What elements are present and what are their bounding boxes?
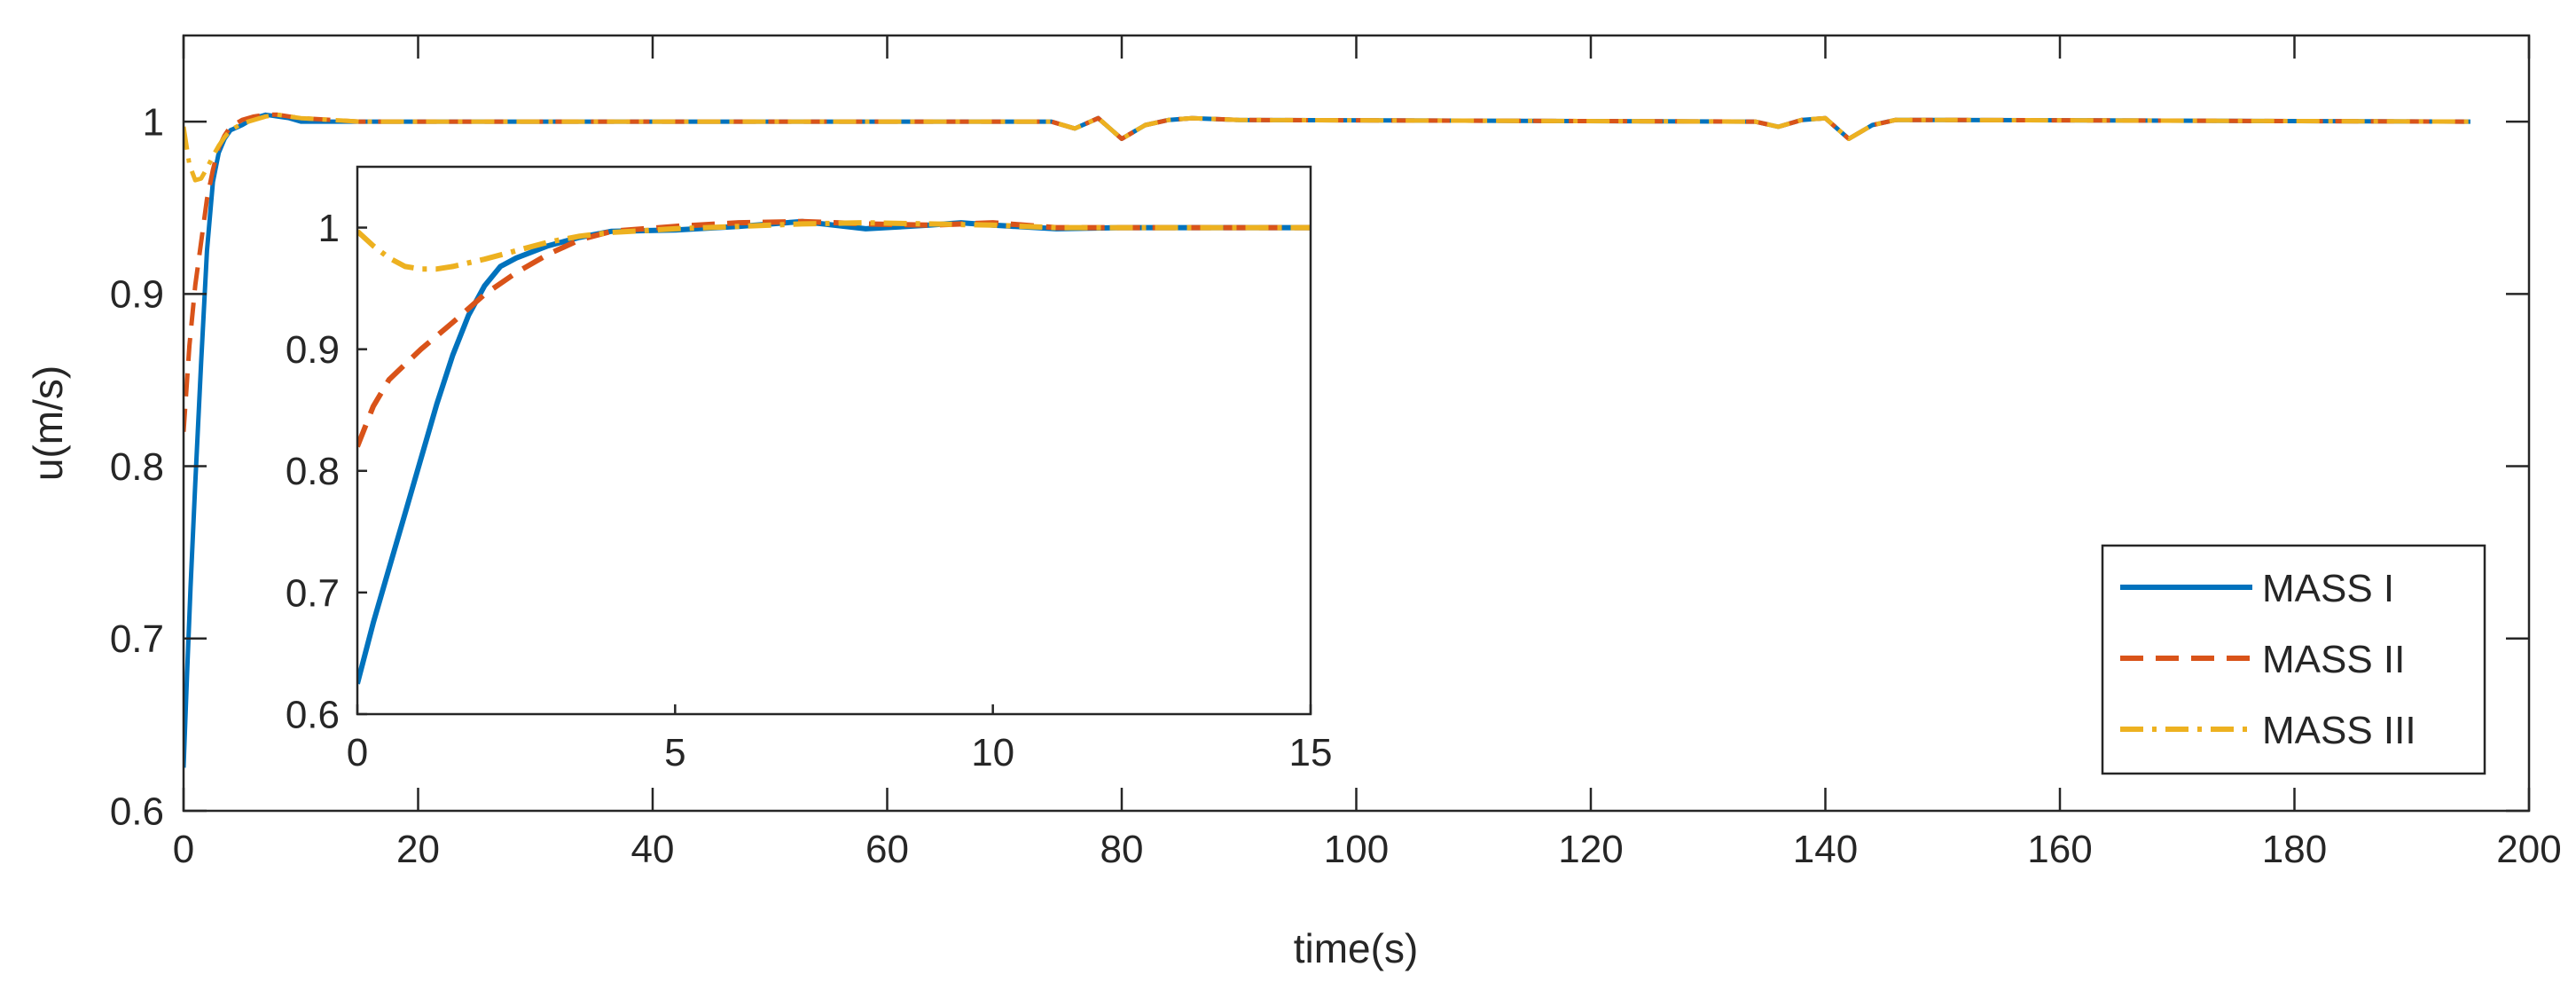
inset-ticks-group: 0 5 10 15 0.6 0.7 0.8 0.9 1 — [286, 207, 1333, 774]
main-x-tick-label: 200 — [2496, 828, 2561, 871]
inset-x-tick-label: 15 — [1289, 731, 1333, 774]
legend-box — [2101, 544, 2486, 775]
inset-series-group — [357, 218, 1311, 685]
inset-y-tick-label: 1 — [318, 207, 340, 250]
x-axis-label: time(s) — [1294, 925, 1419, 971]
legend-label-3: MASS III — [2262, 709, 2416, 752]
legend-label-2: MASS II — [2262, 638, 2405, 681]
main-x-tick-label: 160 — [2027, 828, 2092, 871]
legend-items: MASS I MASS II MASS III — [2120, 567, 2416, 752]
inset-axes-box — [356, 165, 1312, 716]
inset-axes: 0 5 10 15 0.6 0.7 0.8 0.9 1 — [286, 165, 1333, 774]
inset-x-tick-label: 0 — [347, 731, 368, 774]
main-series-line-3 — [184, 112, 2470, 183]
main-y-tick-label: 1 — [143, 101, 164, 145]
main-y-tick-label: 0.9 — [110, 273, 164, 317]
y-axis-label: u(m/s) — [25, 365, 71, 481]
legend: MASS I MASS II MASS III — [2101, 544, 2486, 775]
inset-y-tick-label: 0.6 — [286, 693, 340, 736]
inset-x-tick-label: 10 — [971, 731, 1014, 774]
main-x-tick-label: 40 — [631, 828, 675, 871]
main-y-tick-label: 0.6 — [110, 790, 164, 833]
inset-series-line-1 — [357, 218, 1311, 685]
main-series-group — [184, 112, 2470, 768]
main-x-tick-label: 120 — [1558, 828, 1623, 871]
inset-y-tick-label: 0.8 — [286, 450, 340, 493]
main-x-tick-label: 0 — [173, 828, 194, 871]
inset-y-tick-label: 0.9 — [286, 328, 340, 372]
main-y-tick-label: 0.8 — [110, 445, 164, 489]
inset-y-tick-label: 0.7 — [286, 571, 340, 615]
main-x-tick-label: 180 — [2262, 828, 2327, 871]
main-x-tick-label: 100 — [1324, 828, 1389, 871]
main-x-tick-label: 140 — [1793, 828, 1858, 871]
main-x-tick-label: 80 — [1100, 828, 1144, 871]
main-x-tick-label: 60 — [865, 828, 909, 871]
inset-plot-area — [357, 167, 1311, 714]
inset-series-line-3 — [357, 220, 1311, 272]
legend-label-1: MASS I — [2262, 567, 2394, 610]
inset-x-tick-label: 5 — [664, 731, 685, 774]
main-x-tick-label: 20 — [396, 828, 440, 871]
main-y-tick-label: 0.7 — [110, 617, 164, 661]
